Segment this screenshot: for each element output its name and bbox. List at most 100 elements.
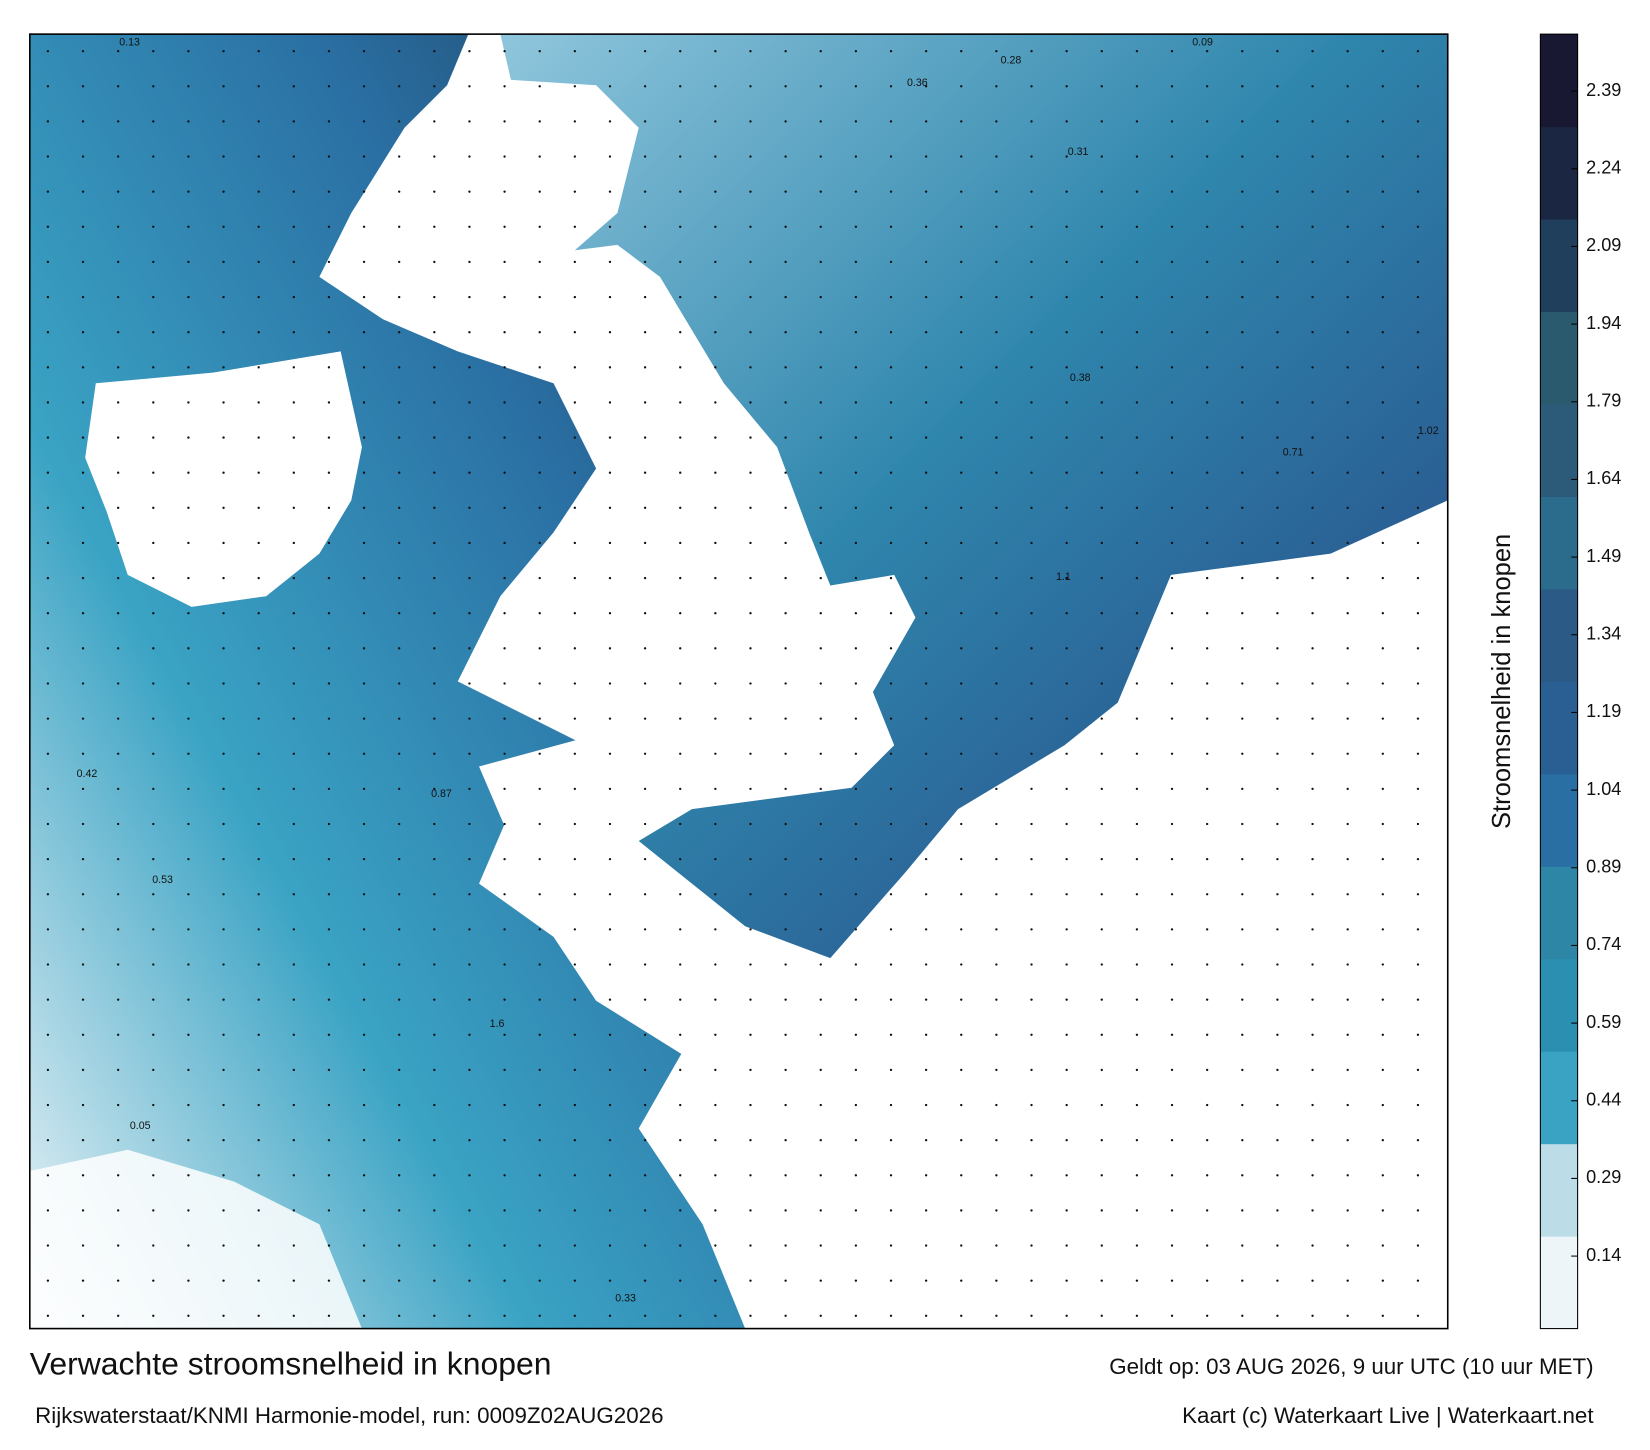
- grid-dot: [714, 366, 717, 369]
- grid-dot: [854, 822, 858, 826]
- grid-dot: [995, 225, 998, 228]
- grid-dot: [608, 1244, 612, 1247]
- grid-dot: [1100, 49, 1103, 53]
- grid-dot: [538, 1174, 541, 1177]
- grid-dot: [116, 1209, 120, 1212]
- grid-dot: [1311, 1244, 1314, 1247]
- grid-dot: [749, 647, 752, 650]
- grid-dot: [398, 295, 401, 299]
- grid-dot: [1346, 1209, 1349, 1212]
- grid-dot: [116, 717, 120, 720]
- grid-dot: [960, 85, 963, 88]
- grid-dot: [714, 541, 717, 545]
- grid-dot: [1276, 85, 1279, 88]
- sea-west: [29, 34, 746, 1329]
- grid-dot: [187, 1209, 190, 1212]
- grid-dot: [46, 682, 50, 685]
- grid-dot: [1135, 331, 1139, 334]
- grid-dot: [292, 752, 295, 755]
- grid-dot: [362, 436, 366, 439]
- grid-dot: [327, 717, 331, 720]
- grid-dot: [116, 225, 120, 228]
- grid-dot: [1381, 331, 1384, 334]
- grid-dot: [327, 612, 331, 615]
- grid-dot: [1346, 295, 1349, 299]
- grid-dot: [1416, 682, 1420, 685]
- grid-dot: [433, 506, 436, 510]
- colorbar-tick-label: 0.29: [1586, 1167, 1621, 1187]
- grid-dot: [46, 963, 50, 966]
- grid-dot: [643, 190, 647, 193]
- grid-dot: [1346, 752, 1349, 755]
- grid-dot: [362, 612, 366, 615]
- grid-dot: [362, 752, 366, 755]
- grid-dot: [362, 1138, 366, 1142]
- grid-dot: [679, 576, 682, 580]
- grid-dot: [257, 225, 260, 228]
- grid-dot: [1030, 260, 1033, 264]
- grid-dot: [433, 1138, 436, 1142]
- grid-dot: [116, 155, 120, 158]
- grid-dot: [1100, 787, 1103, 791]
- grid-dot: [116, 963, 120, 966]
- grid-dot: [503, 471, 506, 474]
- grid-dot: [292, 576, 295, 580]
- grid-dot: [1311, 1174, 1314, 1177]
- grid-dot: [995, 1103, 998, 1107]
- grid-dot: [81, 295, 85, 299]
- grid-dot: [81, 787, 85, 791]
- grid-dot: [152, 1174, 155, 1177]
- grid-dot: [257, 120, 260, 123]
- grid-dot: [1100, 682, 1103, 685]
- grid-dot: [152, 1138, 155, 1142]
- grid-dot: [1241, 331, 1244, 334]
- grid-dot: [538, 436, 541, 439]
- grid-dot: [1381, 49, 1384, 53]
- grid-dot: [643, 120, 647, 123]
- grid-dot: [257, 857, 260, 861]
- speed-labels: 0.28 0.36 1.1 0.87 0.53 1.6 0.05 0.09 0.…: [77, 36, 1439, 1304]
- grid-dot: [924, 506, 928, 510]
- grid-dot: [749, 1314, 752, 1317]
- grid-dot: [573, 155, 577, 158]
- grid-dot: [292, 1103, 295, 1107]
- grid-dot: [1065, 366, 1068, 369]
- grid-dot: [608, 1174, 612, 1177]
- grid-dot: [749, 49, 752, 53]
- grid-dot: [1241, 49, 1244, 53]
- grid-dot: [784, 857, 787, 861]
- grid-dot: [81, 822, 85, 826]
- grid-dot: [749, 1068, 752, 1072]
- colorbar-tick-label: 1.34: [1586, 624, 1621, 644]
- grid-dot: [152, 331, 155, 334]
- grid-dot: [433, 401, 436, 404]
- grid-dot: [1030, 928, 1033, 931]
- grid-dot: [81, 225, 85, 228]
- grid-dot: [362, 928, 366, 931]
- grid-dot: [116, 1314, 120, 1317]
- grid-dot: [503, 822, 506, 826]
- grid-dot: [116, 1068, 120, 1072]
- grid-dot: [784, 225, 787, 228]
- grid-dot: [714, 1103, 717, 1107]
- grid-dot: [1381, 295, 1384, 299]
- grid-dot: [1170, 190, 1174, 193]
- grid-dot: [81, 752, 85, 755]
- grid-dot: [503, 331, 506, 334]
- grid-dot: [889, 295, 893, 299]
- grid-dot: [819, 647, 822, 650]
- grid-dot: [538, 1279, 541, 1282]
- grid-dot: [1100, 401, 1103, 404]
- grid-dot: [1135, 1103, 1139, 1107]
- grid-dot: [81, 49, 85, 53]
- grid-dot: [1346, 401, 1349, 404]
- grid-dot: [116, 752, 120, 755]
- grid-dot: [1346, 120, 1349, 123]
- grid-dot: [1381, 1314, 1384, 1317]
- grid-dot: [714, 1033, 717, 1036]
- grid-dot: [222, 260, 225, 264]
- grid-dot: [257, 366, 260, 369]
- grid-dot: [1276, 822, 1279, 826]
- grid-dot: [749, 682, 752, 685]
- grid-dot: [433, 1244, 436, 1247]
